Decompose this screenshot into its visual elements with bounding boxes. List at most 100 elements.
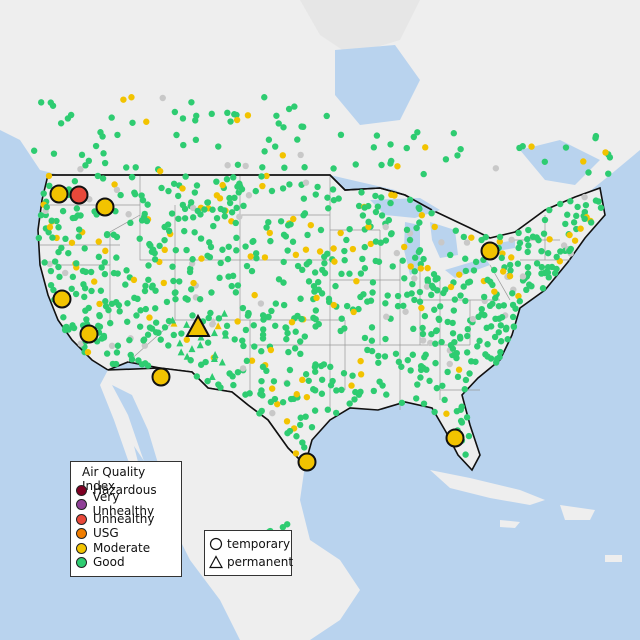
- monitor-site[interactable]: [506, 261, 514, 269]
- monitor-site[interactable]: [131, 191, 139, 198]
- monitor-site[interactable]: [137, 307, 144, 314]
- monitor-site[interactable]: [367, 240, 374, 248]
- monitor-site[interactable]: [361, 204, 368, 211]
- monitor-site[interactable]: [55, 224, 62, 231]
- monitor-site[interactable]: [456, 271, 463, 278]
- monitor-site[interactable]: [105, 306, 112, 314]
- monitor-site[interactable]: [100, 150, 107, 157]
- monitor-site[interactable]: [369, 279, 377, 286]
- monitor-site[interactable]: [304, 231, 311, 239]
- monitor-site[interactable]: [181, 227, 188, 235]
- monitor-site[interactable]: [192, 136, 200, 144]
- monitor-site[interactable]: [454, 373, 462, 381]
- monitor-site[interactable]: [374, 203, 382, 210]
- monitor-site[interactable]: [209, 206, 216, 213]
- monitor-site[interactable]: [355, 391, 363, 398]
- monitor-site[interactable]: [288, 318, 296, 326]
- monitor-site[interactable]: [188, 345, 196, 353]
- monitor-site[interactable]: [420, 255, 427, 263]
- monitor-site[interactable]: [312, 307, 320, 314]
- monitor-site[interactable]: [482, 233, 489, 241]
- monitor-site[interactable]: [330, 301, 338, 309]
- monitor-site[interactable]: [308, 423, 316, 431]
- monitor-site[interactable]: [424, 264, 431, 272]
- monitor-site[interactable]: [219, 246, 226, 253]
- monitor-site[interactable]: [217, 205, 224, 213]
- monitor-site[interactable]: [196, 295, 204, 303]
- highlighted-site-moderate[interactable]: [49, 184, 69, 204]
- monitor-site[interactable]: [324, 250, 331, 257]
- monitor-site[interactable]: [263, 224, 270, 231]
- monitor-site[interactable]: [512, 305, 519, 312]
- monitor-site[interactable]: [423, 283, 431, 290]
- monitor-site[interactable]: [454, 152, 461, 159]
- monitor-site[interactable]: [37, 212, 45, 219]
- monitor-site[interactable]: [123, 267, 130, 274]
- monitor-site[interactable]: [171, 289, 179, 297]
- monitor-site[interactable]: [283, 380, 291, 387]
- monitor-site[interactable]: [231, 194, 238, 202]
- monitor-site[interactable]: [247, 253, 254, 260]
- monitor-site[interactable]: [69, 273, 77, 281]
- monitor-site[interactable]: [409, 280, 416, 288]
- monitor-site[interactable]: [283, 324, 290, 332]
- monitor-site[interactable]: [176, 278, 183, 285]
- monitor-site[interactable]: [442, 286, 449, 293]
- monitor-site[interactable]: [408, 290, 415, 297]
- monitor-site[interactable]: [315, 320, 322, 328]
- monitor-site[interactable]: [242, 162, 249, 170]
- monitor-site[interactable]: [88, 287, 95, 295]
- monitor-site[interactable]: [96, 323, 104, 330]
- monitor-site[interactable]: [98, 264, 105, 271]
- monitor-site[interactable]: [302, 413, 309, 420]
- monitor-site[interactable]: [541, 216, 549, 224]
- monitor-site[interactable]: [337, 229, 344, 237]
- monitor-site[interactable]: [75, 226, 83, 233]
- monitor-site[interactable]: [274, 400, 281, 408]
- monitor-site[interactable]: [499, 268, 507, 275]
- monitor-site[interactable]: [587, 219, 595, 226]
- monitor-site[interactable]: [602, 149, 609, 156]
- monitor-site[interactable]: [252, 187, 259, 195]
- monitor-site[interactable]: [372, 257, 379, 265]
- monitor-site[interactable]: [182, 295, 189, 302]
- monitor-site[interactable]: [267, 237, 274, 245]
- monitor-site[interactable]: [382, 300, 389, 307]
- monitor-site[interactable]: [246, 390, 253, 397]
- monitor-site[interactable]: [141, 342, 149, 349]
- monitor-site[interactable]: [99, 175, 107, 182]
- monitor-site[interactable]: [430, 271, 438, 278]
- monitor-site[interactable]: [286, 427, 294, 435]
- monitor-site[interactable]: [524, 248, 531, 256]
- monitor-site[interactable]: [428, 330, 435, 338]
- monitor-site[interactable]: [418, 304, 425, 312]
- monitor-site[interactable]: [50, 286, 57, 294]
- monitor-site[interactable]: [156, 167, 164, 175]
- monitor-site[interactable]: [85, 157, 93, 165]
- monitor-site[interactable]: [524, 236, 531, 243]
- monitor-site[interactable]: [341, 247, 348, 255]
- monitor-site[interactable]: [413, 224, 420, 232]
- monitor-site[interactable]: [252, 250, 260, 257]
- monitor-site[interactable]: [101, 159, 109, 167]
- monitor-site[interactable]: [324, 194, 331, 201]
- monitor-site[interactable]: [258, 348, 265, 355]
- monitor-site[interactable]: [220, 309, 228, 317]
- monitor-site[interactable]: [296, 421, 304, 429]
- monitor-site[interactable]: [491, 333, 499, 341]
- monitor-site[interactable]: [224, 162, 231, 169]
- monitor-site[interactable]: [462, 297, 469, 305]
- monitor-site[interactable]: [516, 239, 524, 247]
- monitor-site[interactable]: [74, 212, 82, 219]
- monitor-site[interactable]: [291, 345, 299, 352]
- monitor-site[interactable]: [364, 346, 371, 354]
- monitor-site[interactable]: [280, 301, 288, 309]
- monitor-site[interactable]: [434, 287, 441, 294]
- monitor-site[interactable]: [228, 209, 236, 216]
- monitor-site[interactable]: [383, 313, 390, 320]
- monitor-site[interactable]: [299, 439, 306, 446]
- monitor-site[interactable]: [464, 332, 471, 340]
- monitor-site[interactable]: [433, 384, 441, 392]
- monitor-site[interactable]: [341, 325, 348, 332]
